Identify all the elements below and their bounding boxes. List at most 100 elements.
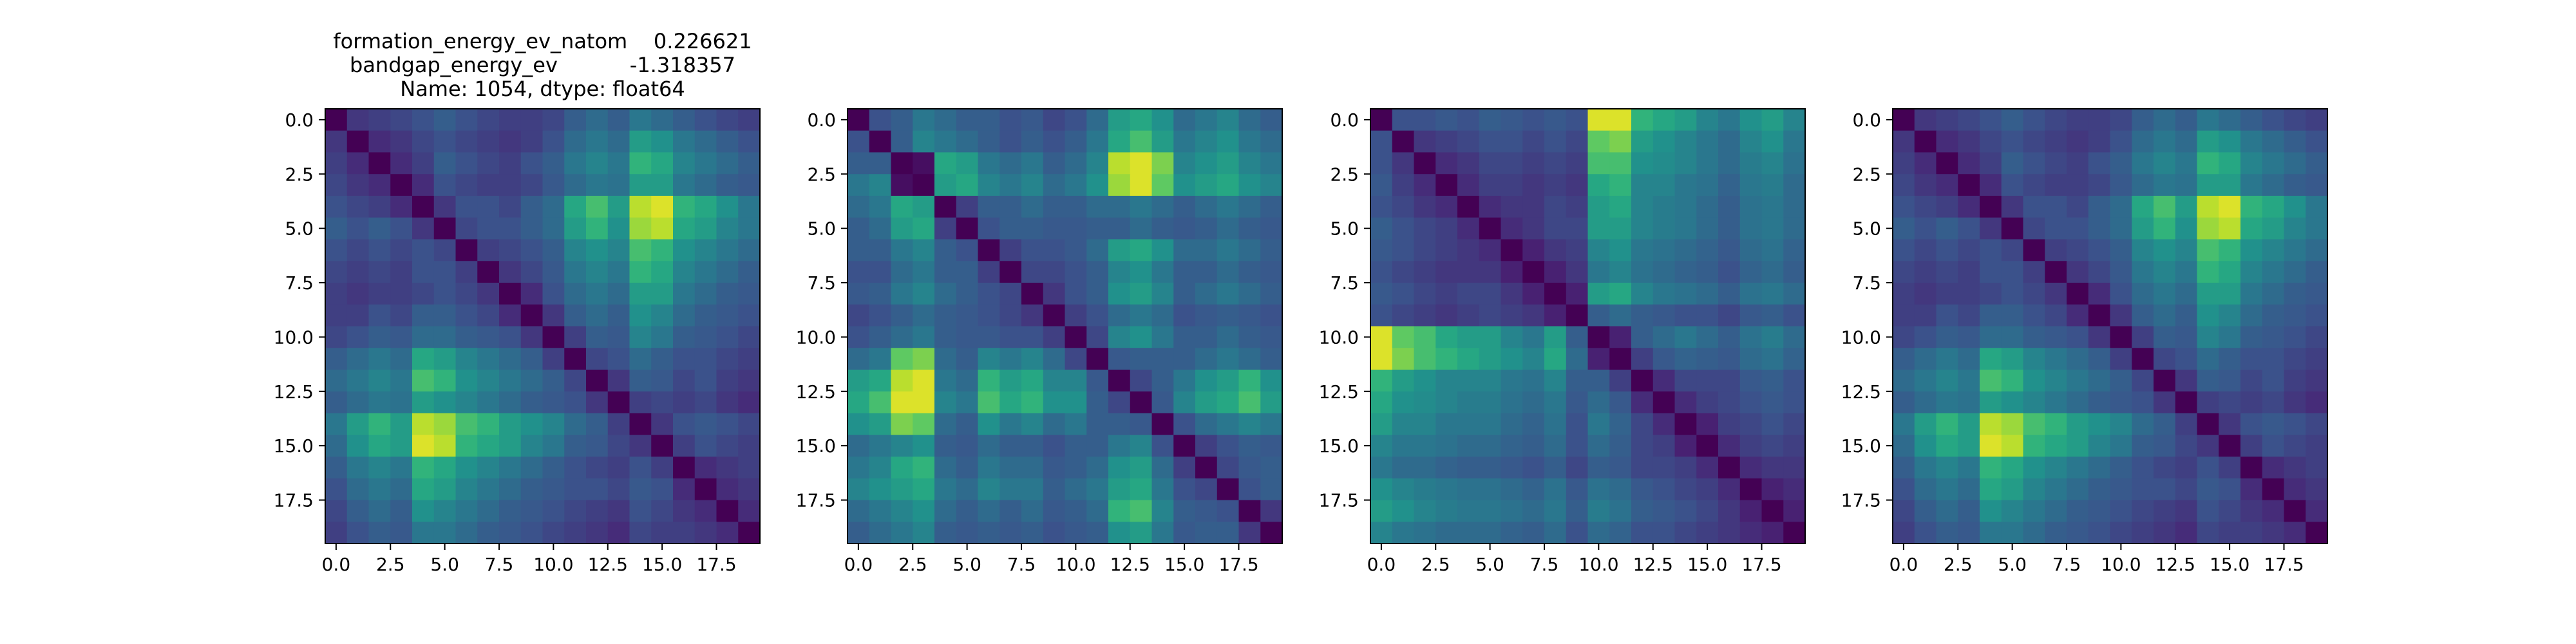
heatmap-cell bbox=[1370, 304, 1393, 327]
heatmap-cell bbox=[2219, 109, 2241, 131]
heatmap-cell bbox=[2262, 217, 2285, 240]
heatmap-cell bbox=[673, 457, 696, 479]
heatmap-cell bbox=[1130, 500, 1153, 522]
heatmap-cell bbox=[1609, 152, 1632, 175]
heatmap-cell bbox=[2175, 457, 2198, 479]
heatmap-cell bbox=[2132, 391, 2154, 414]
heatmap-cell bbox=[346, 478, 370, 501]
y-tick-label: 2.5 bbox=[807, 164, 836, 185]
heatmap-cell bbox=[913, 130, 935, 153]
heatmap-cell bbox=[2240, 326, 2263, 348]
heatmap-cell bbox=[651, 522, 674, 544]
heatmap-cell bbox=[1043, 522, 1066, 544]
heatmap-cell bbox=[1783, 217, 1806, 240]
heatmap-cell bbox=[477, 217, 500, 240]
heatmap-cell bbox=[1631, 196, 1654, 218]
heatmap-cell bbox=[1718, 326, 1741, 348]
heatmap-cell bbox=[1609, 457, 1632, 479]
heatmap-cell bbox=[455, 370, 478, 392]
y-tick-label: 0.0 bbox=[1330, 109, 1359, 131]
heatmap-cell bbox=[1392, 370, 1415, 392]
heatmap-cell bbox=[1893, 370, 1915, 392]
heatmap-cell bbox=[1108, 391, 1131, 414]
heatmap-cell bbox=[520, 370, 544, 392]
heatmap-cell bbox=[1392, 413, 1415, 435]
heatmap-cell bbox=[694, 348, 717, 370]
heatmap-cell bbox=[2023, 304, 2045, 327]
heatmap-cell bbox=[1151, 130, 1174, 153]
heatmap-cell bbox=[433, 457, 457, 479]
heatmap-cell bbox=[1195, 283, 1218, 305]
heatmap-cell bbox=[390, 109, 413, 131]
heatmap-cell bbox=[956, 457, 979, 479]
heatmap-cell bbox=[1980, 283, 2002, 305]
heatmap-cell bbox=[2045, 283, 2067, 305]
heatmap-cell bbox=[455, 109, 478, 131]
heatmap-cell bbox=[455, 261, 478, 283]
heatmap-cell bbox=[433, 413, 457, 435]
heatmap-cell bbox=[1217, 152, 1240, 175]
heatmap-cell bbox=[1414, 174, 1436, 196]
heatmap-cell bbox=[629, 109, 652, 131]
heatmap-cell bbox=[869, 435, 892, 457]
heatmap-cell bbox=[499, 348, 522, 370]
heatmap-cell bbox=[1414, 348, 1436, 370]
heatmap-cell bbox=[455, 217, 478, 240]
heatmap-cell bbox=[520, 478, 544, 501]
heatmap-cell bbox=[1043, 217, 1066, 240]
heatmap-cell bbox=[390, 283, 413, 305]
heatmap-cell bbox=[2219, 196, 2241, 218]
heatmap-cell bbox=[1501, 348, 1523, 370]
heatmap-cell bbox=[1021, 500, 1044, 522]
heatmap-cell bbox=[2045, 457, 2067, 479]
heatmap-cell bbox=[1021, 457, 1044, 479]
heatmap-cell bbox=[1522, 130, 1545, 153]
heatmap-cell bbox=[542, 370, 565, 392]
heatmap-cell bbox=[2219, 304, 2241, 327]
heatmap-cell bbox=[2175, 435, 2198, 457]
heatmap-cell bbox=[1522, 304, 1545, 327]
heatmap-cell bbox=[1609, 283, 1632, 305]
heatmap-cell bbox=[1674, 435, 1697, 457]
heatmap-cell bbox=[716, 304, 739, 327]
heatmap-cell bbox=[520, 152, 544, 175]
heatmap-cell bbox=[2001, 196, 2024, 218]
heatmap-cell bbox=[1086, 174, 1109, 196]
heatmap-cell bbox=[499, 435, 522, 457]
heatmap-cell bbox=[1544, 478, 1567, 501]
x-tick-label: 10.0 bbox=[533, 554, 573, 575]
heatmap-cell bbox=[869, 239, 892, 261]
heatmap-cell bbox=[1217, 304, 1240, 327]
heatmap-cell bbox=[564, 391, 587, 414]
heatmap-cell bbox=[651, 348, 674, 370]
heatmap-cell bbox=[1566, 109, 1589, 131]
heatmap-cell bbox=[848, 239, 870, 261]
heatmap-cell bbox=[1195, 391, 1218, 414]
heatmap-cell bbox=[564, 435, 587, 457]
heatmap-cell bbox=[1761, 109, 1784, 131]
heatmap-cell bbox=[1522, 239, 1545, 261]
heatmap-cell bbox=[412, 413, 435, 435]
heatmap-cell bbox=[1631, 283, 1654, 305]
heatmap-cell bbox=[520, 413, 544, 435]
heatmap-cell bbox=[934, 217, 957, 240]
heatmap-cell bbox=[1260, 261, 1283, 283]
y-tick-label: 12.5 bbox=[1319, 381, 1359, 402]
heatmap-cell bbox=[2262, 435, 2285, 457]
heatmap-cell bbox=[2306, 500, 2328, 522]
heatmap-cell bbox=[1065, 413, 1087, 435]
heatmap-cell bbox=[1587, 152, 1610, 175]
x-tick-label: 5.0 bbox=[1475, 554, 1504, 575]
heatmap-cell bbox=[2154, 261, 2176, 283]
heatmap-cell bbox=[1739, 239, 1763, 261]
heatmap-cell bbox=[1173, 500, 1196, 522]
heatmap-cell bbox=[1522, 174, 1545, 196]
heatmap-cell bbox=[1631, 413, 1654, 435]
heatmap-cell bbox=[433, 261, 457, 283]
heatmap-cell bbox=[1435, 522, 1458, 544]
heatmap-cell bbox=[956, 348, 979, 370]
heatmap-cell bbox=[2023, 239, 2045, 261]
heatmap-cell bbox=[1260, 152, 1283, 175]
heatmap-cell bbox=[1609, 500, 1632, 522]
heatmap-cell bbox=[607, 391, 630, 414]
